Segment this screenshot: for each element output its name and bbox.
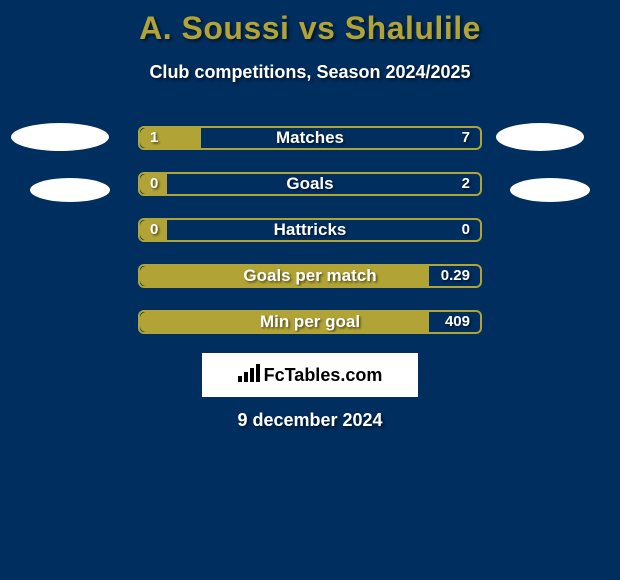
stat-bar: 0Hattricks0 [138,218,482,242]
stat-label: Goals [140,174,480,194]
stat-bar: Min per goal409 [138,310,482,334]
stat-label: Hattricks [140,220,480,240]
stat-bar: 0Goals2 [138,172,482,196]
ellipse-left-lower [30,178,110,202]
stat-right-value: 409 [445,312,470,332]
stat-bar: Goals per match0.29 [138,264,482,288]
stat-label: Matches [140,128,480,148]
date-text: 9 december 2024 [0,410,620,431]
page-subtitle: Club competitions, Season 2024/2025 [0,62,620,83]
stat-label: Min per goal [140,312,480,332]
ellipse-right-lower [510,178,590,202]
comparison-infographic: A. Soussi vs Shalulile Club competitions… [0,0,620,580]
stat-right-value: 7 [462,128,470,148]
stat-right-value: 2 [462,174,470,194]
logo-box: FcTables.com [202,353,418,397]
logo: FcTables.com [238,364,383,387]
stat-bar: 1Matches7 [138,126,482,150]
ellipse-right-upper [496,123,584,151]
logo-text: FcTables.com [264,365,383,386]
ellipse-left-upper [11,123,109,151]
bar-chart-icon [238,364,260,387]
stat-right-value: 0 [462,220,470,240]
stat-bars: 1Matches70Goals20Hattricks0Goals per mat… [138,126,482,356]
page-title: A. Soussi vs Shalulile [0,10,620,47]
stat-right-value: 0.29 [441,266,470,286]
stat-label: Goals per match [140,266,480,286]
